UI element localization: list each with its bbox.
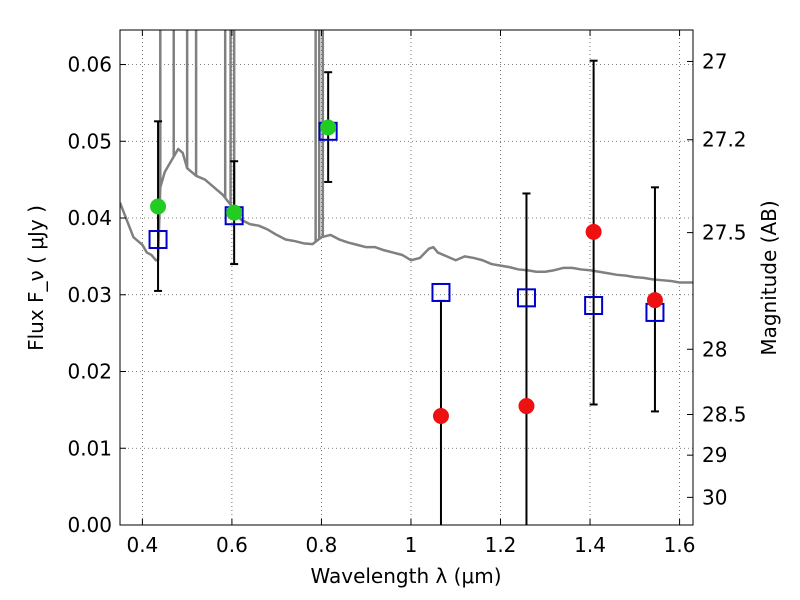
x-tick-label: 1.4 (574, 533, 606, 557)
x-tick-label: 0.4 (126, 533, 158, 557)
y-tick-label: 0.06 (67, 53, 112, 77)
right-tick-label: 30 (702, 485, 727, 509)
right-tick-label: 27.5 (702, 221, 747, 245)
right-tick-label: 29 (702, 443, 727, 467)
upper-limit-point (518, 398, 535, 415)
model-photometry-point (516, 288, 536, 308)
y-tick-label: 0.02 (67, 360, 112, 384)
y-tick-label: 0.04 (67, 206, 112, 230)
axes-ticks: 0.4 0.6 0.8 1 1.2 1.4 1.6 0.00 0.01 0.02 0.03 0.04 0… (67, 30, 747, 557)
upper-limit-point (646, 292, 663, 309)
right-tick-label: 28.5 (702, 402, 747, 426)
detection-point (226, 204, 243, 221)
x-tick-label: 1 (405, 533, 418, 557)
model-photometry-point (584, 296, 604, 316)
upper-limit-point (432, 408, 449, 425)
model-photometry-point (431, 282, 451, 302)
y-tick-label: 0.05 (67, 129, 112, 153)
x-tick-label: 1.6 (664, 533, 696, 557)
right-tick-label: 28 (702, 337, 727, 361)
x-tick-label: 1.2 (485, 533, 517, 557)
right-tick-label: 27 (702, 49, 727, 73)
y-axis-right-label: Magnitude (AB) (757, 200, 781, 355)
detection-point (150, 198, 167, 215)
model-photometry-point (148, 230, 168, 250)
x-tick-label: 0.6 (216, 533, 248, 557)
detection-point (320, 119, 337, 136)
x-axis-label: Wavelength λ (μm) (310, 564, 501, 588)
grid (120, 30, 693, 526)
model-spectrum-line (120, 147, 693, 284)
right-tick-label: 27.2 (702, 128, 747, 152)
y-tick-label: 0.00 (67, 513, 112, 537)
upper-limit-point (585, 223, 602, 240)
x-tick-label: 0.8 (306, 533, 338, 557)
y-axis-label: Flux F_ν ( μJy ) (24, 205, 48, 351)
plot-area (120, 30, 693, 525)
y-tick-label: 0.01 (67, 436, 112, 460)
plot-frame (119, 29, 694, 526)
y-tick-label: 0.03 (67, 283, 112, 307)
